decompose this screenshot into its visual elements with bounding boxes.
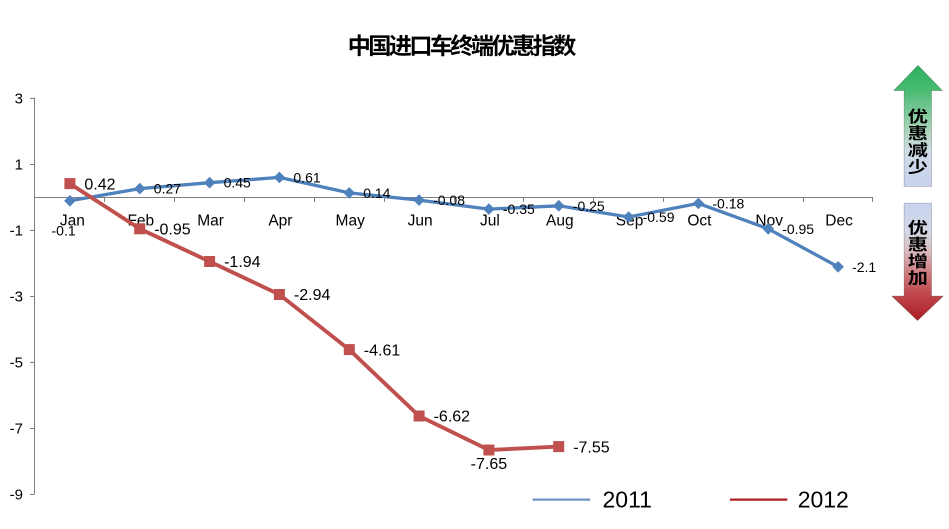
svg-text:-7: -7 — [10, 421, 23, 438]
svg-text:Jul: Jul — [480, 213, 500, 230]
svg-text:-2.94: -2.94 — [294, 287, 331, 304]
svg-text:-3: -3 — [10, 289, 23, 306]
svg-text:-0.59: -0.59 — [643, 209, 675, 225]
svg-text:2011: 2011 — [603, 487, 652, 513]
svg-text:2012: 2012 — [798, 487, 849, 513]
svg-text:-6.62: -6.62 — [434, 409, 471, 426]
svg-text:-0.95: -0.95 — [154, 222, 191, 239]
svg-text:May: May — [336, 213, 366, 230]
svg-text:3: 3 — [15, 91, 23, 108]
svg-text:-0.95: -0.95 — [782, 221, 814, 237]
svg-text:-1: -1 — [10, 223, 23, 240]
svg-text:Oct: Oct — [687, 213, 712, 230]
svg-text:Mar: Mar — [197, 213, 224, 230]
svg-text:-4.61: -4.61 — [364, 342, 401, 359]
svg-text:0.61: 0.61 — [293, 169, 320, 185]
svg-text:-0.18: -0.18 — [712, 195, 744, 211]
svg-text:0.45: 0.45 — [224, 175, 251, 191]
svg-text:Jun: Jun — [408, 213, 433, 230]
svg-text:Apr: Apr — [268, 213, 292, 230]
svg-text:-0.1: -0.1 — [52, 222, 76, 238]
svg-text:-0.35: -0.35 — [503, 201, 535, 217]
svg-text:-2.1: -2.1 — [852, 259, 876, 275]
svg-text:-5: -5 — [10, 355, 23, 372]
svg-text:-1.94: -1.94 — [224, 254, 261, 271]
svg-text:1: 1 — [15, 157, 23, 174]
svg-text:Dec: Dec — [825, 213, 853, 230]
svg-text:0.42: 0.42 — [84, 176, 115, 193]
svg-text:-9: -9 — [10, 487, 23, 504]
svg-text:-0.25: -0.25 — [573, 198, 605, 214]
svg-text:-0.08: -0.08 — [433, 192, 465, 208]
svg-text:0.14: 0.14 — [363, 185, 390, 201]
svg-text:0.27: 0.27 — [154, 181, 181, 197]
svg-text:-7.55: -7.55 — [573, 439, 610, 456]
svg-text:-7.65: -7.65 — [471, 456, 508, 473]
svg-text:Aug: Aug — [546, 213, 574, 230]
svg-text:Jan: Jan — [60, 213, 85, 230]
